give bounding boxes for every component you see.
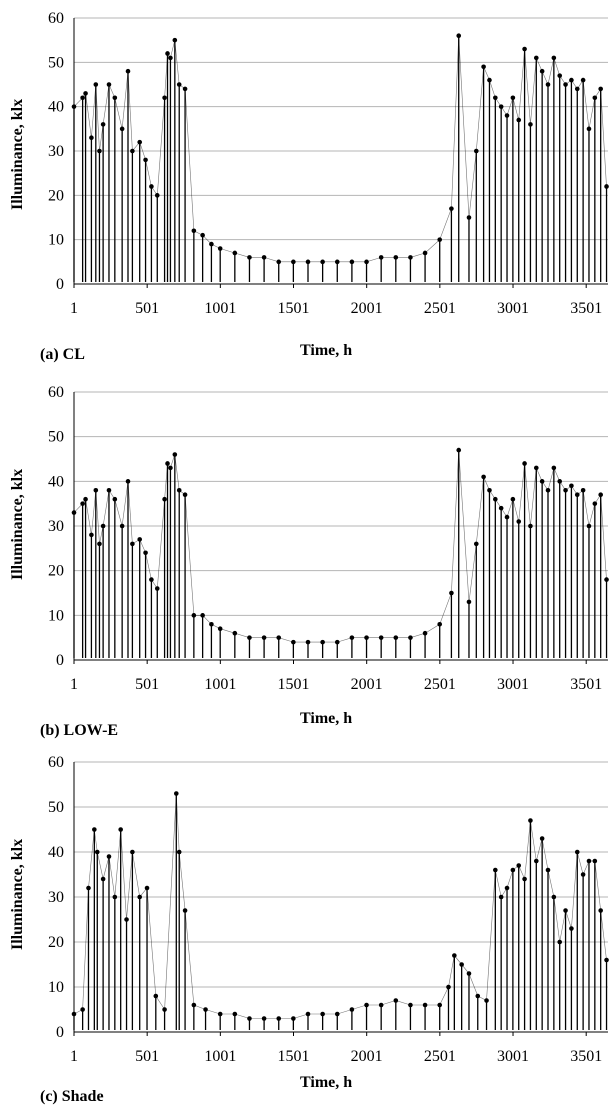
y-tick-label: 60 bbox=[48, 384, 64, 401]
y-tick-label: 10 bbox=[48, 607, 64, 624]
y-tick-label: 20 bbox=[48, 187, 64, 204]
chart-panel-cl: 0 10 20 30 40 50 60 1 501 1001 1501 2001 2501 3001 350… bbox=[0, 0, 610, 370]
panel-label-low-e: (b) LOW-E bbox=[40, 722, 119, 739]
chart-panel-shade: 0 10 20 30 40 50 60 1 501 1001 1501 2001 2501 3001 350… bbox=[0, 740, 610, 1110]
x-tick-label: 2001 bbox=[351, 676, 383, 693]
x-tick-label: 2501 bbox=[424, 1048, 456, 1065]
panel-label-shade: (c) Shade bbox=[40, 1088, 104, 1105]
x-tick-label: 1001 bbox=[204, 676, 236, 693]
x-tick-label: 1001 bbox=[204, 300, 236, 317]
x-tick-label: 3501 bbox=[570, 1048, 602, 1065]
x-tick-label: 501 bbox=[135, 300, 159, 317]
series-line bbox=[73, 793, 607, 1019]
data-point bbox=[604, 577, 609, 582]
y-tick-label: 20 bbox=[48, 563, 64, 580]
x-tick-label: 3001 bbox=[497, 1048, 529, 1065]
x-tick-label: 501 bbox=[135, 676, 159, 693]
y-axis-label-shade: Illuminance, klx bbox=[9, 838, 26, 950]
x-tick-label: 1501 bbox=[278, 1048, 310, 1065]
x-tick-label: 3501 bbox=[570, 300, 602, 317]
series-line bbox=[73, 35, 607, 263]
x-axis-label-cl: Time, h bbox=[300, 342, 353, 359]
data-point bbox=[71, 1011, 77, 1017]
x-tick-label: 1 bbox=[70, 1048, 78, 1065]
y-tick-label: 60 bbox=[48, 10, 64, 27]
y-tick-label: 30 bbox=[48, 889, 64, 906]
x-tick-label: 3501 bbox=[570, 676, 602, 693]
y-tick-label: 60 bbox=[48, 754, 64, 771]
x-tick-label: 1 bbox=[70, 676, 78, 693]
x-axis-label-low-e: Time, h bbox=[300, 710, 353, 727]
y-tick-label: 20 bbox=[48, 934, 64, 951]
panel-label-cl: (a) CL bbox=[40, 346, 85, 363]
y-tick-label: 30 bbox=[48, 143, 64, 160]
y-tick-label: 40 bbox=[48, 844, 64, 861]
y-tick-label: 40 bbox=[48, 99, 64, 116]
data-point bbox=[456, 447, 462, 453]
x-tick-label: 3001 bbox=[497, 676, 529, 693]
data-point bbox=[604, 957, 609, 963]
x-tick-label: 1 bbox=[70, 300, 78, 317]
x-tick-label: 2001 bbox=[351, 300, 383, 317]
y-tick-label: 50 bbox=[48, 799, 64, 816]
x-tick-label: 3001 bbox=[497, 300, 529, 317]
y-tick-label: 0 bbox=[56, 1024, 64, 1041]
data-series bbox=[71, 33, 609, 282]
x-tick-label: 2501 bbox=[424, 300, 456, 317]
data-series bbox=[71, 447, 609, 658]
data-series bbox=[71, 791, 609, 1030]
chart-panel-low-e: 0 10 20 30 40 50 60 1 501 1001 1501 2001 2501 3001 350… bbox=[0, 370, 610, 740]
x-tick-label: 2501 bbox=[424, 676, 456, 693]
y-tick-label: 30 bbox=[48, 518, 64, 535]
data-point bbox=[93, 487, 99, 493]
x-tick-label: 1501 bbox=[278, 676, 310, 693]
y-axis-label-low-e: Illuminance, klx bbox=[9, 468, 26, 580]
series-line bbox=[73, 450, 607, 643]
x-axis-label-shade: Time, h bbox=[300, 1074, 353, 1091]
x-tick-label: 1001 bbox=[204, 1048, 236, 1065]
y-tick-label: 50 bbox=[48, 54, 64, 71]
y-tick-label: 0 bbox=[56, 652, 64, 669]
y-tick-label: 0 bbox=[56, 276, 64, 293]
x-tick-label: 1501 bbox=[278, 300, 310, 317]
y-tick-label: 40 bbox=[48, 473, 64, 490]
y-tick-label: 10 bbox=[48, 979, 64, 996]
x-tick-label: 501 bbox=[135, 1048, 159, 1065]
x-tick-label: 2001 bbox=[351, 1048, 383, 1065]
data-point bbox=[522, 461, 527, 466]
y-tick-label: 10 bbox=[48, 232, 64, 249]
data-point bbox=[466, 599, 472, 605]
y-axis-label-cl: Illuminance, klx bbox=[9, 98, 26, 210]
y-tick-label: 50 bbox=[48, 429, 64, 446]
